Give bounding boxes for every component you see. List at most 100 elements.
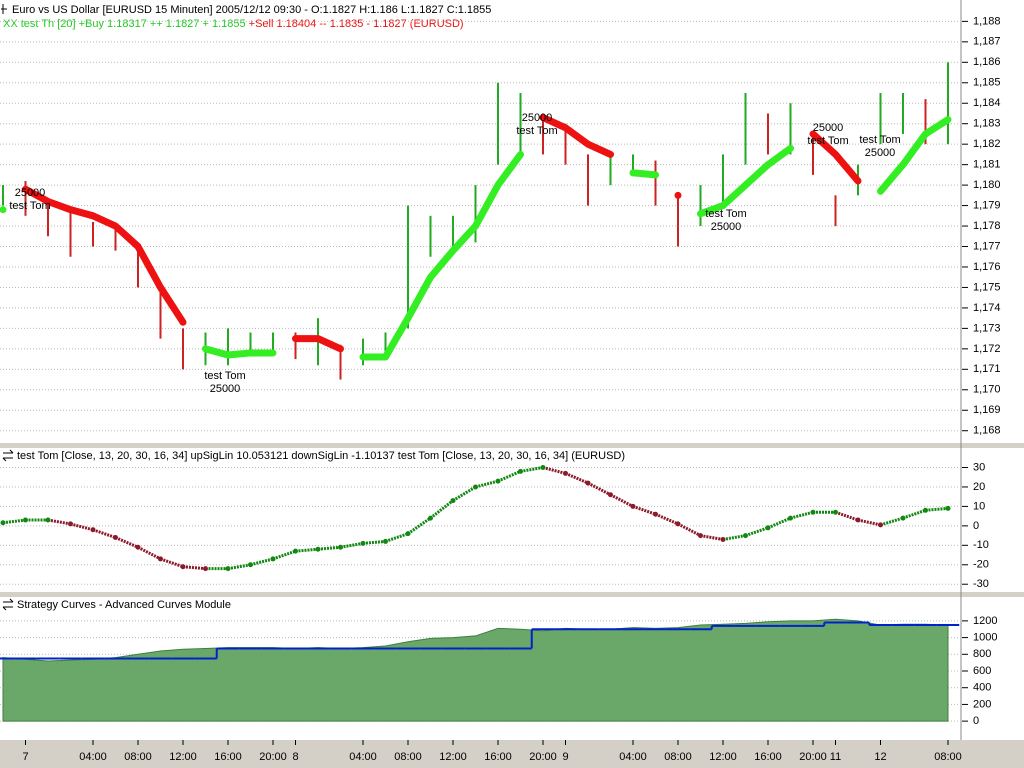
y-tick-label: -30 [973, 578, 989, 590]
oscillator-segment [790, 510, 814, 520]
x-tick-label: 20:00 [529, 751, 557, 763]
signal-line [877, 116, 952, 195]
equity-area [2, 618, 949, 722]
oscillator-point [563, 470, 568, 476]
oscillator-point [293, 548, 298, 554]
oscillator-point [585, 480, 591, 486]
oscillator-segment [317, 545, 341, 551]
oscillator-segment [857, 518, 881, 527]
strategy-title: Strategy Curves - Advanced Curves Module [17, 599, 231, 611]
oscillator-point [878, 522, 883, 528]
annotation: 25000 [522, 112, 553, 124]
x-tick-label: 20:00 [799, 751, 827, 763]
y-tick-label: 1,181 [973, 159, 1001, 171]
annotation: 25000 [210, 383, 241, 395]
oscillator-point [203, 566, 208, 572]
oscillator-segment [587, 481, 612, 497]
oscillator-segment [114, 536, 139, 549]
oscillator-point [360, 540, 366, 546]
y-tick-label: 400 [973, 682, 991, 694]
y-tick-label: -20 [973, 559, 989, 571]
oscillator-title: test Tom [Close, 13, 20, 30, 16, 34] upS… [17, 450, 625, 462]
oscillator-segment [227, 563, 251, 571]
oscillator-point [765, 525, 771, 531]
oscillator-segment [340, 541, 364, 549]
x-tick-label: 11 [830, 751, 841, 763]
x-tick-label: 08:00 [124, 751, 152, 763]
y-tick-label: 1,175 [973, 281, 1001, 293]
oscillator-segment [902, 508, 926, 520]
oscillator-point [945, 505, 951, 511]
y-tick-label: -10 [973, 539, 989, 551]
oscillator-point [923, 507, 928, 513]
oscillator-point [653, 511, 658, 517]
y-tick-label: 800 [973, 648, 991, 660]
y-tick-label: 1,170 [973, 384, 1001, 396]
oscillator-segment [250, 557, 274, 567]
oscillator-segment [564, 471, 589, 485]
signal-line [697, 144, 794, 218]
price-title: Euro vs US Dollar [EURUSD 15 Minuten] 20… [12, 4, 491, 16]
y-tick-label: 1,184 [973, 97, 1001, 109]
y-tick-label: 1,178 [973, 220, 1001, 232]
y-tick-label: 1,186 [973, 56, 1001, 68]
oscillator-point [180, 564, 186, 570]
x-tick-label: 12:00 [709, 751, 737, 763]
annotation: 25000 [711, 221, 742, 233]
oscillator-segment [295, 547, 319, 553]
y-tick-label: 30 [973, 461, 985, 473]
annotation: test Tom [705, 208, 746, 220]
signal-line [202, 345, 277, 359]
oscillator-point [45, 517, 51, 523]
annotation: 25000 [865, 147, 896, 159]
signal-line [539, 114, 614, 158]
y-tick-label: 1000 [973, 631, 997, 643]
oscillator-point [338, 544, 343, 550]
annotation: test Tom [516, 125, 557, 137]
x-tick-label: 12 [874, 751, 886, 763]
time-axis-strip [0, 740, 1024, 768]
oscillator-point [743, 533, 748, 539]
panel-separator [0, 443, 1024, 448]
y-tick-label: 20 [973, 481, 985, 493]
signal-line [629, 169, 659, 179]
signal-line [22, 185, 187, 326]
oscillator-point [833, 509, 838, 515]
panel-icon [2, 598, 14, 611]
oscillator-segment [497, 470, 522, 483]
signal-line [359, 150, 524, 361]
oscillator-point [158, 556, 163, 562]
oscillator-segment [520, 466, 544, 473]
oscillator-segment [362, 539, 386, 545]
y-tick-label: 1,173 [973, 322, 1001, 334]
oscillator-segment [700, 534, 724, 541]
x-tick-label: 16:00 [754, 751, 782, 763]
oscillator-point [248, 562, 253, 568]
oscillator-point [540, 465, 546, 471]
oscillator-point [608, 492, 613, 498]
annotation: 25000 [813, 122, 844, 134]
panel-separator [0, 592, 1024, 597]
y-tick-label: 1,183 [973, 118, 1001, 130]
x-tick-label: 04:00 [349, 751, 377, 763]
x-tick-label: 9 [562, 751, 568, 763]
panel-icon [1, 4, 7, 14]
oscillator-point [383, 538, 388, 544]
y-tick-label: 1,187 [973, 36, 1001, 48]
y-tick-label: 1200 [973, 615, 997, 627]
x-tick-label: 08:00 [664, 751, 692, 763]
y-tick-label: 0 [973, 520, 979, 532]
x-tick-label: 04:00 [79, 751, 107, 763]
y-tick-label: 600 [973, 665, 991, 677]
oscillator-segment [70, 522, 94, 532]
y-tick-label: 1,185 [973, 77, 1001, 89]
oscillator-point [698, 533, 703, 539]
oscillator-segment [452, 485, 477, 502]
oscillator-point [0, 520, 6, 526]
x-tick-label: 04:00 [619, 751, 647, 763]
x-tick-label: 16:00 [484, 751, 512, 763]
x-tick-label: 16:00 [214, 751, 242, 763]
oscillator-segment [47, 518, 71, 526]
oscillator-point [225, 566, 231, 572]
